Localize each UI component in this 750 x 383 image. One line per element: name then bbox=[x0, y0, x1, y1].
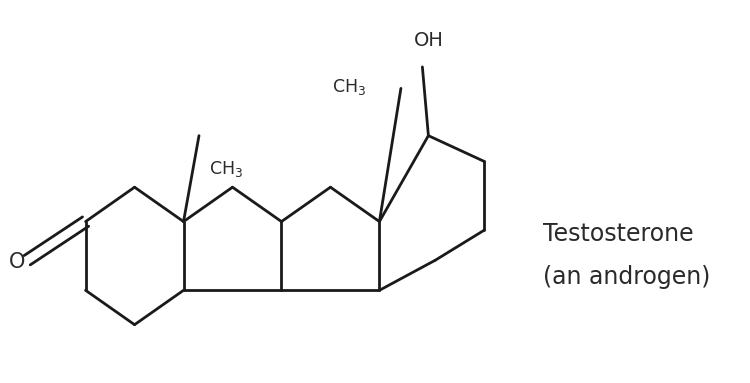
Text: (an androgen): (an androgen) bbox=[543, 265, 710, 290]
Text: CH$_3$: CH$_3$ bbox=[332, 77, 367, 97]
Text: OH: OH bbox=[414, 31, 444, 50]
Text: Testosterone: Testosterone bbox=[543, 223, 693, 246]
Text: CH$_3$: CH$_3$ bbox=[209, 159, 244, 179]
Text: O: O bbox=[9, 252, 25, 272]
